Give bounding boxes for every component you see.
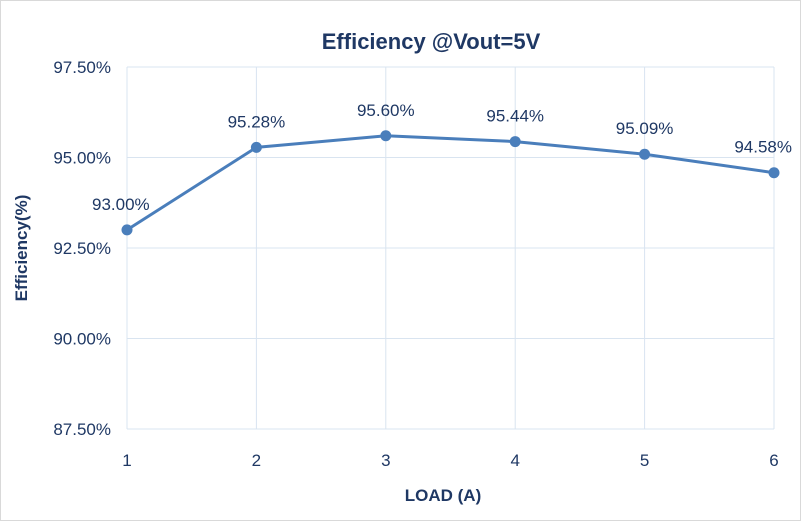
y-tick-label: 95.00% <box>53 149 111 168</box>
data-point <box>639 148 651 160</box>
y-tick-label: 90.00% <box>53 330 111 349</box>
data-point <box>768 167 780 179</box>
y-axis-ticks: 87.50% 90.00% 92.50% 95.00% 97.50% <box>53 58 111 439</box>
x-tick-label: 6 <box>769 451 778 470</box>
data-label: 95.09% <box>616 119 674 138</box>
data-point <box>380 130 392 142</box>
data-label-layer: 93.00% 95.28% 95.60% 95.44% 95.09% 94.58% <box>92 101 792 214</box>
x-axis-title: LOAD (A) <box>405 486 481 505</box>
x-tick-label: 3 <box>381 451 390 470</box>
data-label: 95.28% <box>228 112 286 131</box>
data-point <box>509 136 521 148</box>
data-label: 93.00% <box>92 195 150 214</box>
x-tick-label: 2 <box>252 451 261 470</box>
x-tick-label: 1 <box>122 451 131 470</box>
x-tick-label: 5 <box>640 451 649 470</box>
data-label: 94.58% <box>734 138 792 157</box>
data-point <box>121 224 133 236</box>
chart-title: Efficiency @Vout=5V <box>322 29 541 54</box>
y-tick-label: 97.50% <box>53 58 111 77</box>
series-line <box>126 134 775 232</box>
grid-layer <box>126 66 775 430</box>
x-tick-label: 4 <box>510 451 519 470</box>
data-label: 95.60% <box>357 101 415 120</box>
y-tick-label: 87.50% <box>53 420 111 439</box>
y-axis-title: Efficiency(%) <box>12 195 31 302</box>
data-label: 95.44% <box>486 107 544 126</box>
data-point <box>250 141 262 153</box>
y-tick-label: 92.50% <box>53 239 111 258</box>
x-axis-ticks: 1 2 3 4 5 6 <box>122 451 778 470</box>
series-layer <box>121 130 780 236</box>
